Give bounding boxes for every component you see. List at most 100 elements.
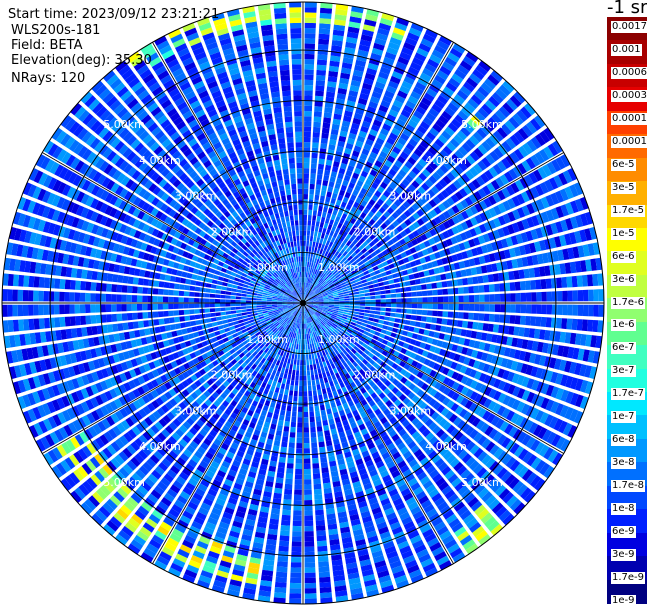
range-gate-cell — [369, 292, 376, 296]
range-gate-cell — [518, 145, 529, 158]
range-gate-cell — [319, 148, 327, 155]
range-gate-cell — [339, 270, 345, 276]
range-gate-cell — [361, 29, 374, 37]
range-gate-cell — [572, 304, 578, 316]
range-gate-cell — [435, 153, 446, 163]
range-gate-cell — [392, 146, 401, 155]
range-gate-cell — [405, 314, 412, 320]
range-gate-cell — [343, 309, 350, 313]
range-gate-cell — [321, 273, 326, 279]
range-gate-cell — [319, 576, 331, 583]
range-gate-cell — [439, 164, 449, 174]
range-gate-cell — [526, 255, 534, 266]
range-gate-cell — [535, 316, 542, 327]
range-gate-cell — [487, 195, 497, 206]
range-gate-cell — [313, 236, 317, 242]
range-gate-cell — [306, 288, 309, 294]
range-gate-cell — [306, 282, 309, 288]
range-gate-cell — [481, 157, 492, 168]
range-gate-cell — [331, 40, 343, 47]
range-gate-cell — [367, 268, 374, 273]
range-gate-cell — [487, 274, 494, 283]
range-gate-cell — [276, 382, 281, 389]
range-gate-cell — [354, 300, 361, 303]
range-gate-cell — [323, 206, 328, 213]
range-gate-cell — [399, 204, 407, 213]
range-gate-cell — [304, 105, 313, 112]
range-gate-cell — [505, 137, 517, 150]
range-gate-cell — [315, 509, 324, 516]
range-gate-cell — [364, 72, 376, 81]
range-gate-cell — [410, 61, 422, 72]
range-gate-cell — [496, 190, 506, 201]
range-gate-cell — [303, 391, 308, 397]
range-gate-cell — [373, 86, 384, 95]
range-gate-cell — [396, 303, 402, 308]
range-gate-cell — [350, 280, 357, 285]
range-gate-cell — [313, 395, 318, 401]
range-gate-cell — [323, 112, 332, 119]
range-gate-cell — [545, 194, 555, 207]
range-gate-cell — [432, 310, 438, 317]
range-gate-cell — [319, 378, 324, 385]
range-gate-cell — [303, 292, 304, 298]
range-gate-cell — [278, 456, 286, 463]
range-gate-cell — [297, 427, 303, 433]
range-gate-cell — [502, 226, 510, 236]
range-gate-cell — [577, 290, 584, 302]
range-gate-cell — [304, 515, 314, 521]
range-gate-cell — [328, 295, 334, 298]
range-gate-cell — [314, 95, 324, 102]
range-gate-cell — [320, 216, 326, 223]
range-gate-cell — [303, 188, 309, 195]
range-gate-cell — [419, 72, 432, 82]
range-gate-cell — [402, 257, 410, 264]
range-gate-cell — [303, 375, 307, 381]
range-gate-cell — [338, 296, 345, 299]
range-gate-cell — [304, 588, 317, 594]
range-gate-cell — [310, 173, 316, 180]
range-gate-cell — [333, 293, 339, 297]
range-gate-cell — [317, 54, 328, 61]
range-gate-cell — [325, 217, 330, 224]
range-gate-cell — [374, 269, 381, 275]
range-gate-cell — [354, 184, 362, 192]
range-gate-cell — [284, 488, 293, 495]
range-gate-cell — [526, 217, 535, 228]
range-gate-cell — [306, 277, 309, 283]
range-gate-cell — [521, 160, 532, 172]
range-gate-cell — [574, 182, 584, 196]
range-gate-cell — [304, 22, 316, 29]
range-gate-cell — [291, 541, 302, 547]
range-gate-cell — [306, 296, 311, 300]
range-gate-cell — [318, 158, 325, 165]
range-gate-cell — [304, 266, 307, 272]
range-gate-cell — [489, 304, 495, 312]
range-gate-cell — [428, 161, 438, 171]
range-gate-cell — [423, 240, 431, 248]
range-gate-cell — [276, 425, 283, 431]
range-gate-cell — [379, 214, 387, 222]
range-gate-cell — [390, 312, 396, 317]
range-gate-cell — [275, 430, 282, 437]
range-gate-cell — [320, 190, 327, 197]
range-gate-cell — [391, 298, 397, 303]
range-gate-cell — [477, 275, 484, 284]
range-gate-cell — [551, 304, 558, 315]
range-gate-cell — [447, 207, 456, 217]
range-gate-cell — [590, 258, 597, 271]
range-gate-cell — [277, 366, 282, 372]
range-gate-cell — [313, 478, 321, 485]
range-gate-cell — [447, 311, 454, 318]
range-gate-cell — [367, 247, 375, 254]
range-gate-cell — [391, 164, 400, 173]
range-gate-cell — [407, 156, 417, 166]
range-gate-cell — [308, 303, 314, 304]
range-gate-cell — [327, 265, 333, 271]
range-gate-cell — [519, 177, 529, 189]
range-gate-cell — [319, 153, 326, 160]
range-gate-cell — [321, 249, 326, 256]
range-gate-cell — [315, 221, 320, 227]
range-gate-cell — [361, 279, 367, 284]
range-gate-cell — [350, 11, 363, 19]
